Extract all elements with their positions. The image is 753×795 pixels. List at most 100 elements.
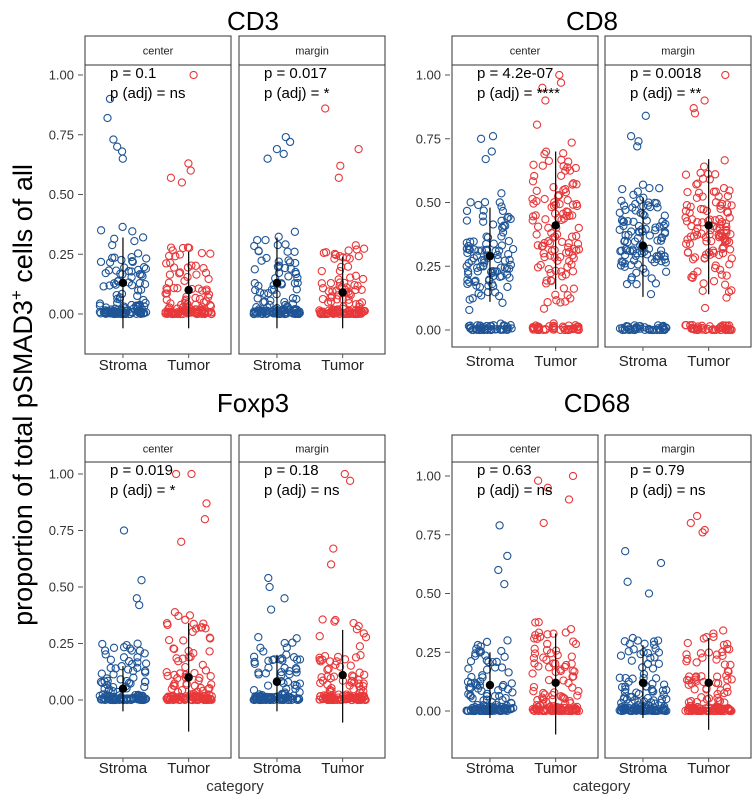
p-value: p = 0.019: [110, 462, 173, 479]
outlier-point: [177, 537, 186, 546]
outlier-point: [634, 137, 643, 146]
data-point: [629, 645, 638, 654]
data-point: [128, 666, 138, 676]
data-point: [164, 635, 174, 645]
data-point: [133, 639, 142, 648]
data-point: [280, 638, 289, 648]
data-point: [632, 268, 641, 277]
data-point: [280, 695, 289, 704]
data-point: [620, 237, 629, 246]
data-point: [140, 280, 150, 289]
data-point: [123, 694, 132, 703]
data-point: [497, 189, 506, 198]
data-point: [206, 672, 215, 681]
outlier-point: [698, 528, 707, 537]
data-point: [351, 271, 361, 280]
data-point: [715, 265, 725, 274]
data-point: [723, 703, 733, 713]
data-point: [651, 674, 661, 683]
data-point: [280, 263, 290, 273]
data-point: [198, 303, 207, 312]
data-point: [640, 323, 649, 332]
data-point: [476, 677, 485, 686]
facet-label: margin: [661, 444, 695, 456]
outlier-point: [109, 135, 118, 144]
data-point: [249, 695, 258, 704]
outlier-point: [568, 471, 578, 481]
outlier-point: [177, 178, 187, 187]
data-point: [649, 687, 658, 696]
data-point: [489, 239, 498, 248]
data-point: [560, 325, 570, 335]
panel-border: [604, 64, 752, 348]
panel-border: [84, 64, 232, 355]
data-point: [528, 669, 537, 678]
data-point: [463, 279, 472, 289]
outlier-point: [321, 104, 330, 113]
data-point: [567, 652, 576, 661]
data-point: [723, 687, 732, 697]
data-point: [317, 673, 326, 682]
data-point: [202, 285, 211, 294]
data-point: [201, 666, 211, 675]
data-point: [317, 279, 326, 288]
x-tick-label: Stroma: [99, 357, 148, 374]
data-point: [533, 241, 542, 250]
data-point: [466, 692, 475, 701]
data-point: [288, 294, 298, 303]
data-point: [181, 662, 190, 672]
outlier-point: [641, 111, 650, 120]
data-point: [113, 294, 122, 303]
data-point: [722, 293, 731, 302]
data-point: [477, 686, 486, 696]
data-point: [709, 277, 719, 286]
data-point: [532, 700, 542, 710]
group-stroma: [462, 521, 518, 718]
data-point: [540, 194, 549, 204]
y-tick-label: 0.25: [416, 259, 441, 274]
data-point: [531, 211, 540, 220]
y-tick-label: 1.00: [49, 68, 74, 83]
data-point: [295, 679, 305, 688]
data-point: [331, 615, 340, 625]
data-point: [191, 261, 200, 270]
data-point: [538, 161, 547, 170]
data-point: [107, 305, 116, 314]
data-point: [316, 678, 325, 688]
mean-point: [638, 678, 648, 687]
data-point: [702, 237, 711, 246]
outlier-point: [118, 154, 127, 163]
data-point: [117, 255, 126, 265]
data-point: [568, 251, 577, 260]
data-point: [359, 687, 368, 696]
data-point: [250, 241, 259, 251]
y-tick-label: 0.50: [416, 195, 441, 210]
data-point: [556, 298, 565, 307]
data-point: [530, 649, 540, 658]
panel-border: [84, 461, 232, 759]
data-point: [623, 217, 632, 226]
data-point: [681, 206, 691, 216]
x-tick-label: Stroma: [99, 760, 148, 777]
data-point: [479, 704, 488, 713]
p-adjusted: p (adj) = ns: [264, 482, 339, 499]
data-point: [529, 160, 538, 169]
data-point: [340, 308, 349, 318]
data-point: [720, 280, 730, 289]
data-point: [97, 669, 106, 678]
data-point: [124, 657, 134, 666]
data-point: [708, 246, 718, 255]
data-point: [105, 281, 114, 290]
data-point: [683, 187, 692, 197]
outlier-point: [689, 104, 698, 113]
data-point: [343, 262, 353, 271]
data-point: [206, 302, 216, 311]
data-point: [725, 245, 735, 254]
mean-point: [485, 251, 495, 261]
group-tumor: [315, 104, 369, 329]
data-point: [139, 263, 149, 272]
data-point: [345, 681, 354, 690]
data-point: [466, 657, 476, 666]
data-point: [507, 324, 516, 333]
data-point: [178, 309, 188, 319]
